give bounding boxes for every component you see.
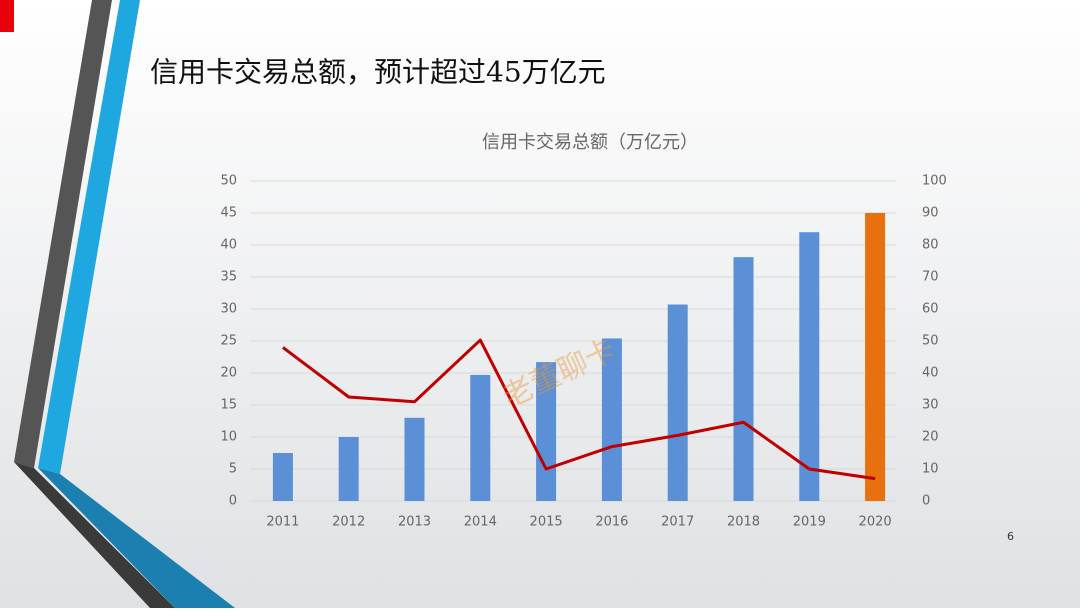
y2-tick-label: 10: [922, 462, 939, 477]
x-tick-label: 2018: [727, 515, 760, 530]
line: [281, 338, 876, 481]
corner-mark: [0, 0, 14, 32]
y-tick-label: 15: [220, 398, 237, 413]
bar: [470, 374, 491, 501]
bar: [799, 232, 820, 501]
x-tick-label: 2016: [595, 515, 628, 530]
bar: [865, 213, 886, 501]
x-tick-label: 2011: [266, 515, 299, 530]
y2-tick-label: 60: [922, 302, 939, 317]
x-tick-label: 2012: [332, 515, 365, 530]
stripe-blue: [38, 0, 140, 474]
slide-title: 信用卡交易总额，预计超过45万亿元: [150, 56, 606, 89]
y-tick-label: 35: [220, 270, 237, 285]
chart-title: 信用卡交易总额（万亿元）: [482, 132, 698, 153]
y-tick-label: 30: [220, 302, 237, 317]
y-tick-label: 50: [220, 174, 237, 189]
y-tick-label: 0: [229, 494, 237, 509]
page-number: 6: [1007, 530, 1014, 543]
y2-tick-label: 90: [922, 206, 939, 221]
y2-tick-label: 80: [922, 238, 939, 253]
x-tick-label: 2019: [793, 515, 826, 530]
y-tick-label: 10: [220, 430, 237, 445]
x-tick-label: 2017: [661, 515, 694, 530]
bar: [338, 437, 359, 501]
stripe-blue-bottom: [38, 468, 235, 608]
y-tick-label: 5: [229, 462, 237, 477]
bar: [667, 304, 688, 501]
x-tick-label: 2013: [398, 515, 431, 530]
y2-tick-label: 30: [922, 398, 939, 413]
x-tick-label: 2015: [530, 515, 563, 530]
y2-tick-label: 50: [922, 334, 939, 349]
bar: [272, 453, 293, 501]
x-tick-label: 2020: [859, 515, 892, 530]
stripe-dark: [14, 0, 112, 468]
y2-tick-label: 100: [922, 174, 947, 189]
x-tick-label: 2014: [464, 515, 497, 530]
y-tick-label: 45: [220, 206, 237, 221]
bar: [733, 257, 754, 501]
y2-tick-label: 40: [922, 366, 939, 381]
bar: [404, 417, 425, 501]
y2-tick-label: 70: [922, 270, 939, 285]
y-tick-label: 40: [220, 238, 237, 253]
y-tick-label: 25: [220, 334, 237, 349]
y-tick-label: 20: [220, 366, 237, 381]
stripe-dark-bottom: [14, 462, 175, 608]
y2-tick-label: 20: [922, 430, 939, 445]
bar: [601, 338, 622, 501]
y2-tick-label: 0: [922, 494, 930, 509]
